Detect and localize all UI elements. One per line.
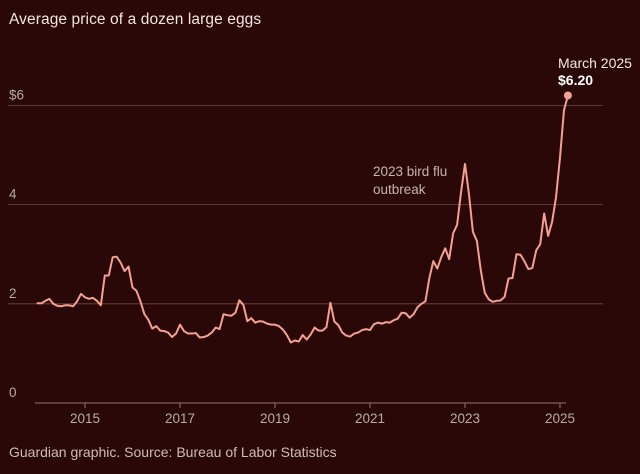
x-axis: 2015 2017 2019 2021 2023 2025 bbox=[35, 402, 575, 426]
x-tick-label: 2023 bbox=[450, 411, 480, 426]
last-point-marker bbox=[563, 91, 572, 100]
x-tick-label: 2019 bbox=[260, 411, 290, 426]
y-tick-label: $6 bbox=[9, 87, 24, 102]
x-tick-label: 2021 bbox=[355, 411, 385, 426]
source-note: Guardian graphic. Source: Bureau of Labo… bbox=[9, 444, 337, 460]
annotation-text: 2023 bird flu bbox=[373, 164, 447, 179]
annotation-text: outbreak bbox=[373, 182, 426, 197]
y-tick-label: 4 bbox=[9, 187, 17, 202]
gridlines bbox=[8, 105, 603, 305]
callout-value-label: $6.20 bbox=[558, 72, 593, 88]
annotations: 2023 bird flu outbreak March 2025$6.20 bbox=[373, 55, 632, 197]
y-tick-label: 0 bbox=[9, 385, 17, 400]
series-layer bbox=[36, 94, 569, 344]
x-tick-label: 2025 bbox=[545, 411, 575, 426]
callout-date-label: March 2025 bbox=[558, 55, 632, 71]
y-tick-label: 2 bbox=[9, 286, 17, 301]
x-tick-label: 2015 bbox=[70, 411, 100, 426]
y-axis-tick-labels: 0 2 4 $6 bbox=[9, 87, 24, 400]
series-line bbox=[36, 94, 569, 344]
chart-title: Average price of a dozen large eggs bbox=[9, 11, 262, 28]
x-tick-label: 2017 bbox=[165, 411, 195, 426]
